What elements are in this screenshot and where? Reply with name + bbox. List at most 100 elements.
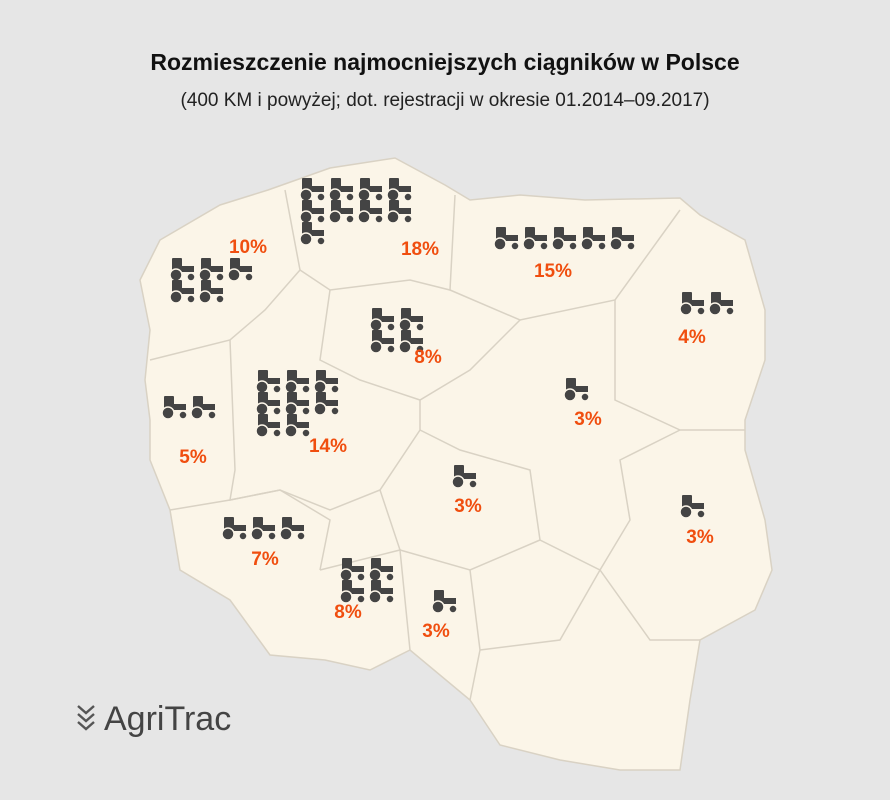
tractor-icon <box>563 378 590 402</box>
tractor-wheel <box>190 406 204 420</box>
tractor-body <box>389 186 411 192</box>
poland-outline <box>139 157 773 771</box>
tractor-wheel <box>221 527 235 541</box>
tractor-cab <box>172 258 182 267</box>
tractor-body <box>224 525 246 531</box>
tractor-wheel <box>357 188 371 202</box>
tractor-wheel <box>385 572 395 582</box>
tractor-body <box>201 266 223 272</box>
tractor-wheel <box>386 344 396 354</box>
tractor-wheel <box>301 428 311 438</box>
tractor-body <box>193 404 215 410</box>
tractor-wheel <box>284 424 298 438</box>
tractor-wheel <box>198 290 212 304</box>
tractor-icon <box>580 227 607 251</box>
subtitle: (400 KM i powyżej; dot. rejestracji w ok… <box>180 90 709 111</box>
tractor-cab <box>525 227 535 236</box>
tractor-wheel <box>339 590 353 604</box>
tractor-wheel <box>186 272 196 282</box>
tractor-wheel <box>301 384 311 394</box>
tractor-body <box>554 235 576 241</box>
tractor-wheel <box>345 214 355 224</box>
tractor-wheel <box>250 527 264 541</box>
tractor-cab <box>389 178 399 187</box>
tractor-cab <box>342 558 352 567</box>
tractor-cab <box>372 308 382 317</box>
tractor-icon <box>493 227 520 251</box>
tractor-cab <box>612 227 622 236</box>
regions: 10% 18% 15% 4% 8% 14% 5% 3% 3% 3% 7% 8% 3% <box>161 178 735 642</box>
tractor-icon <box>161 396 188 420</box>
tractor-wheel <box>696 306 706 316</box>
tractor-wheel <box>368 590 382 604</box>
border <box>169 489 331 571</box>
tractor-body <box>302 186 324 192</box>
tractor-body <box>230 266 252 272</box>
tractor-icon <box>284 392 311 416</box>
tractor-cab <box>401 308 411 317</box>
tractor-icon <box>255 392 282 416</box>
tractor-body <box>434 598 456 604</box>
region-share: 15% <box>534 261 572 282</box>
tractor-cab <box>389 200 399 209</box>
tractor-cab <box>360 200 370 209</box>
tractor-wheel <box>178 410 188 420</box>
border <box>299 194 456 291</box>
logo-text: AgriTrac <box>104 700 231 738</box>
border <box>229 339 421 511</box>
tractor-body <box>316 378 338 384</box>
tractor-wheel <box>161 406 175 420</box>
tractor-icon <box>708 292 735 316</box>
tractor-wheel <box>272 384 282 394</box>
tractor-wheel <box>207 410 217 420</box>
tractor-wheel <box>301 406 311 416</box>
tractor-cab <box>230 258 240 267</box>
tractor-icon <box>255 370 282 394</box>
tractor-wheel <box>272 428 282 438</box>
tractor-icon <box>339 580 366 604</box>
tractor-wheel <box>255 380 269 394</box>
tractor-wheel <box>563 388 577 402</box>
region-share: 14% <box>309 436 347 457</box>
tractor-body <box>172 288 194 294</box>
tractor-cab <box>554 227 564 236</box>
tractor-body <box>287 400 309 406</box>
tractor-wheel <box>284 402 298 416</box>
tractor-wheel <box>215 272 225 282</box>
logo: AgriTrac <box>77 700 231 738</box>
tractor-wheel <box>328 188 342 202</box>
tractor-icon <box>190 396 217 420</box>
border <box>449 209 681 321</box>
tractor-wheel <box>580 392 590 402</box>
tractor-wheel <box>296 531 306 541</box>
tractor-wheel <box>368 568 382 582</box>
tractor-group <box>679 495 706 519</box>
tractor-cab <box>682 292 692 301</box>
region-share: 10% <box>229 237 267 258</box>
tractor-icon <box>368 558 395 582</box>
tractor-body <box>360 208 382 214</box>
tractor-group <box>493 227 636 251</box>
tractor-wheel <box>356 594 366 604</box>
tractor-wheel <box>448 604 458 614</box>
tractor-wheel <box>374 192 384 202</box>
tractor-wheel <box>279 527 293 541</box>
tractor-wheel <box>403 214 413 224</box>
tractor-wheel <box>451 475 465 489</box>
tractor-cab <box>258 392 268 401</box>
tractor-wheel <box>244 272 254 282</box>
tractor-wheel <box>328 210 342 224</box>
tractor-wheel <box>255 424 269 438</box>
region-share: 5% <box>179 447 207 468</box>
tractor-body <box>258 378 280 384</box>
tractor-wheel <box>339 568 353 582</box>
region-share: 3% <box>574 409 602 430</box>
tractor-cab <box>258 370 268 379</box>
tractor-wheel <box>369 340 383 354</box>
tractor-wheel <box>345 192 355 202</box>
tractor-icon <box>255 414 282 438</box>
tractor-wheel <box>316 214 326 224</box>
tractor-wheel <box>330 384 340 394</box>
tractor-group <box>161 396 217 420</box>
